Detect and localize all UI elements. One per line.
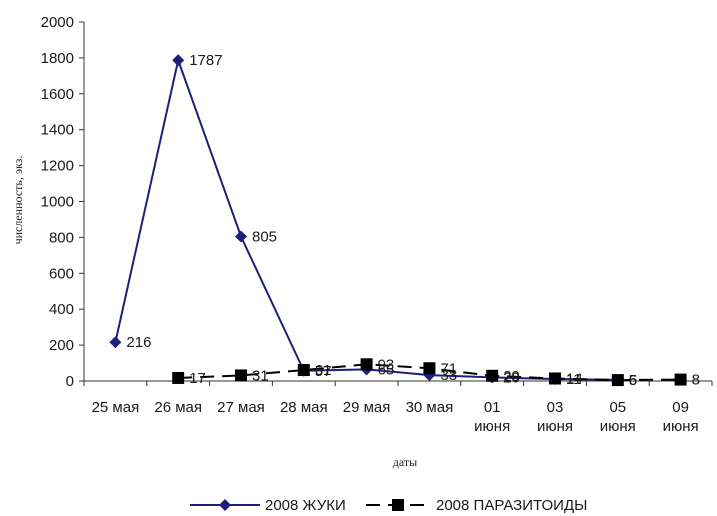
series-beetles xyxy=(109,54,624,386)
legend: 2008 ЖУКИ 2008 ПАРАЗИТОИДЫ xyxy=(190,497,587,514)
y-tick-label: 600 xyxy=(49,265,74,282)
data-label: 8 xyxy=(692,372,700,389)
x-tick-label: 26 мая xyxy=(154,399,202,416)
y-tick-label: 1800 xyxy=(41,50,74,67)
data-label: 1787 xyxy=(189,52,222,69)
series-parasitoids xyxy=(172,358,687,387)
legend-label: 2008 ЖУКИ xyxy=(265,497,346,514)
x-tick-label: 30 мая xyxy=(406,399,454,416)
data-label: 65 xyxy=(378,361,395,378)
y-tick-label: 800 xyxy=(49,229,74,246)
data-point xyxy=(109,336,122,349)
y-tick-label: 400 xyxy=(49,301,74,318)
x-tick-label: 29 мая xyxy=(343,399,391,416)
data-labels: 216 1787 805 57 65 33 20 11 6 17 31 61 93 71 29 14 5 8 xyxy=(126,52,700,389)
data-point xyxy=(423,362,436,375)
data-label: 20 xyxy=(503,369,520,386)
y-tick-label: 200 xyxy=(49,337,74,354)
data-point xyxy=(360,358,373,371)
y-tick-label: 1000 xyxy=(41,194,74,211)
data-label: 29 xyxy=(503,368,520,385)
x-tick-label: 03 июня xyxy=(537,399,573,435)
data-point xyxy=(549,372,561,385)
y-tick-label: 1200 xyxy=(41,158,74,175)
data-point xyxy=(172,371,185,384)
data-label: 216 xyxy=(126,334,151,351)
data-label: 57 xyxy=(315,363,332,380)
series-line xyxy=(114,56,618,381)
data-point xyxy=(235,230,247,243)
data-point xyxy=(392,499,404,511)
data-point xyxy=(219,499,231,511)
y-tick-label: 0 xyxy=(66,373,74,390)
x-tick-label: 27 мая xyxy=(217,399,265,416)
data-label: 5 xyxy=(629,372,637,389)
data-point xyxy=(611,374,624,387)
data-point xyxy=(674,373,687,386)
data-label: 11 xyxy=(566,371,582,388)
data-label: 61 xyxy=(315,362,332,379)
x-tick-label: 25 мая xyxy=(92,399,140,416)
data-label: 31 xyxy=(252,367,269,384)
x-tick-label: 05 июня xyxy=(600,399,636,435)
data-label: 33 xyxy=(440,367,457,384)
x-axis-ticks: 25 мая 26 мая 27 мая 28 мая 29 мая 30 мая 01 ию… xyxy=(83,381,713,435)
data-label: 17 xyxy=(189,370,206,387)
data-point xyxy=(486,369,499,382)
y-tick-label: 1600 xyxy=(41,86,74,103)
data-label: 71 xyxy=(440,360,457,377)
y-tick-label: 2000 xyxy=(41,14,74,31)
y-tick-label: 1400 xyxy=(41,122,74,139)
data-label: 14 xyxy=(566,370,583,387)
data-point xyxy=(235,369,247,382)
data-label: 6 xyxy=(629,372,637,389)
x-tick-label: 01 июня xyxy=(474,399,510,435)
legend-label: 2008 ПАРАЗИТОИДЫ xyxy=(436,497,587,514)
series-layer xyxy=(109,54,687,387)
data-point xyxy=(297,364,310,377)
data-label: 805 xyxy=(252,229,277,246)
y-axis-ticks: 0 200 400 600 800 1000 1200 1400 1600 1800 2000 xyxy=(41,14,84,390)
y-axis-title: численность, экз. xyxy=(11,156,25,245)
x-axis-title: даты xyxy=(393,455,417,469)
data-label: 93 xyxy=(378,356,395,373)
data-point xyxy=(172,54,185,67)
x-tick-label: 09 июня xyxy=(663,399,699,435)
x-tick-label: 28 мая xyxy=(280,399,328,416)
